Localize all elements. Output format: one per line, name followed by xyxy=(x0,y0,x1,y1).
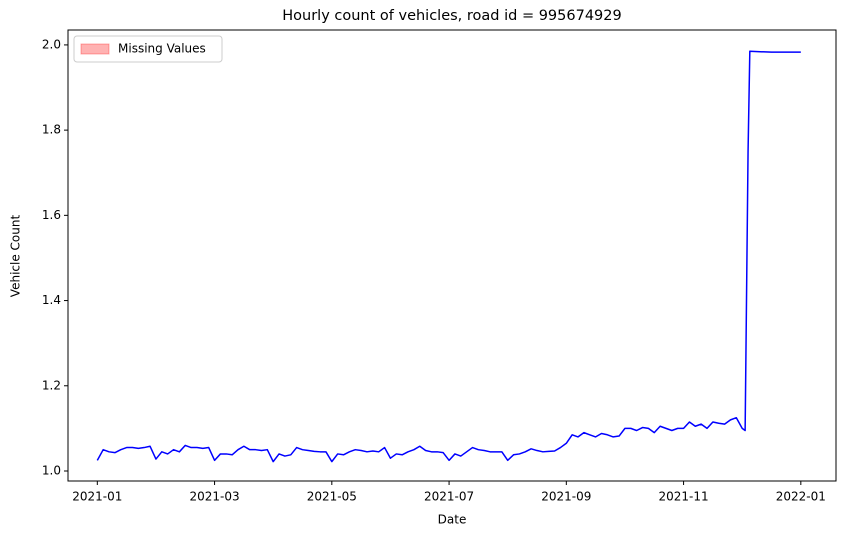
x-tick-label: 2021-09 xyxy=(541,490,591,504)
y-tick-label: 1.0 xyxy=(42,463,61,477)
y-axis-label: Vehicle Count xyxy=(9,215,23,298)
data-line xyxy=(96,50,801,463)
x-tick-label: 2021-11 xyxy=(659,490,709,504)
y-tick-label: 1.2 xyxy=(42,378,61,392)
x-tick-label: 2022-01 xyxy=(776,490,826,504)
y-tick-label: 1.6 xyxy=(42,208,61,222)
y-tick-label: 2.0 xyxy=(42,37,61,51)
legend-patch xyxy=(80,43,110,55)
legend-box xyxy=(73,35,223,63)
x-tick-label: 2021-03 xyxy=(189,490,239,504)
chart-title: Hourly count of vehicles, road id = 9956… xyxy=(282,8,622,24)
plot-frame xyxy=(67,29,837,482)
x-axis-label: Date xyxy=(438,513,467,527)
legend-label: Missing Values xyxy=(118,42,206,56)
x-tick-label: 2021-07 xyxy=(424,490,474,504)
y-tick-label: 1.8 xyxy=(42,123,61,137)
y-tick-label: 1.4 xyxy=(42,293,61,307)
x-tick-label: 2021-01 xyxy=(72,490,122,504)
x-tick-label: 2021-05 xyxy=(307,490,357,504)
